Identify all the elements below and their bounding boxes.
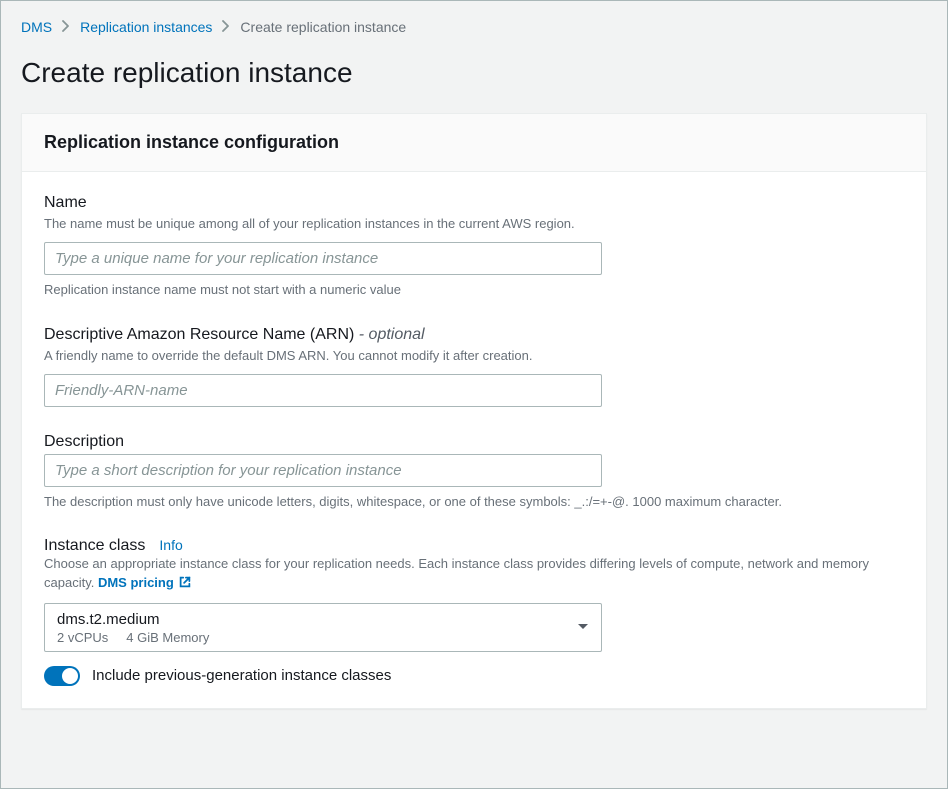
name-label: Name [44, 194, 904, 212]
chevron-right-icon [222, 19, 230, 35]
breadcrumb-link-replication-instances[interactable]: Replication instances [80, 19, 212, 35]
chevron-right-icon [62, 19, 70, 35]
include-prev-gen-toggle[interactable] [44, 666, 80, 686]
panel-header: Replication instance configuration [22, 114, 926, 172]
instance-class-selected: dms.t2.medium 2 vCPUs 4 GiB Memory [57, 610, 209, 645]
field-group-instance-class: Instance class Info Choose an appropriat… [44, 537, 904, 685]
page-title: Create replication instance [1, 35, 947, 113]
include-prev-gen-label: Include previous-generation instance cla… [92, 667, 391, 684]
description-label: Description [44, 433, 904, 451]
breadcrumb-current: Create replication instance [240, 19, 406, 35]
arn-input[interactable] [44, 374, 602, 407]
panel-body: Name The name must be unique among all o… [22, 172, 926, 708]
instance-class-vcpus: 2 vCPUs [57, 630, 108, 645]
arn-label-text: Descriptive Amazon Resource Name (ARN) [44, 326, 354, 343]
arn-help: A friendly name to override the default … [44, 347, 884, 366]
name-constraint: Replication instance name must not start… [44, 281, 884, 300]
field-group-name: Name The name must be unique among all o… [44, 194, 904, 300]
instance-class-help: Choose an appropriate instance class for… [44, 555, 884, 595]
pricing-link-text: DMS pricing [98, 575, 174, 590]
config-panel: Replication instance configuration Name … [21, 113, 927, 709]
breadcrumb-link-dms[interactable]: DMS [21, 19, 52, 35]
instance-class-select[interactable]: dms.t2.medium 2 vCPUs 4 GiB Memory [44, 603, 602, 652]
instance-class-info-link[interactable]: Info [159, 537, 182, 553]
instance-class-label: Instance class [44, 537, 145, 555]
arn-label: Descriptive Amazon Resource Name (ARN) -… [44, 326, 904, 344]
panel-header-title: Replication instance configuration [44, 132, 904, 153]
name-help: The name must be unique among all of you… [44, 215, 884, 234]
description-input[interactable] [44, 454, 602, 487]
dms-pricing-link[interactable]: DMS pricing [98, 575, 192, 590]
instance-class-memory: 4 GiB Memory [126, 630, 209, 645]
field-group-arn: Descriptive Amazon Resource Name (ARN) -… [44, 326, 904, 407]
field-group-description: Description The description must only ha… [44, 433, 904, 512]
breadcrumb: DMS Replication instances Create replica… [1, 1, 947, 35]
instance-class-selected-name: dms.t2.medium [57, 610, 209, 630]
name-input[interactable] [44, 242, 602, 275]
caret-down-icon [577, 618, 589, 636]
include-prev-gen-row: Include previous-generation instance cla… [44, 666, 904, 686]
external-link-icon [178, 575, 192, 595]
toggle-knob [62, 668, 78, 684]
description-constraint: The description must only have unicode l… [44, 493, 884, 512]
arn-optional-suffix: - optional [354, 326, 424, 343]
